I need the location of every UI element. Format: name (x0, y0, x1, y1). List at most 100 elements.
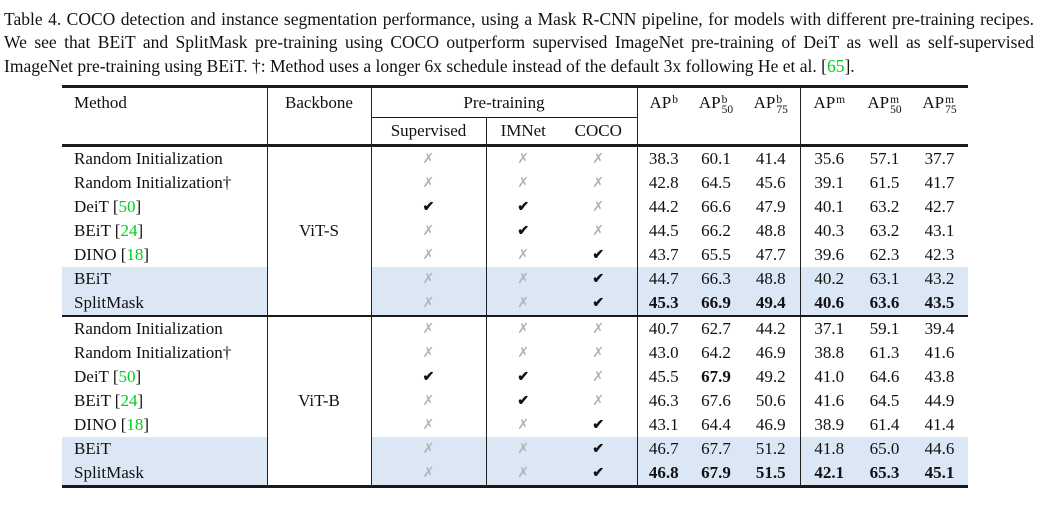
method-cell: BEiT (62, 437, 268, 462)
metric-supsub: b 75 (776, 94, 788, 117)
metric-value: 65.5 (701, 245, 731, 265)
col-header-pretraining: Pre-training (371, 86, 638, 119)
citation-ref[interactable]: 24 (120, 221, 138, 241)
metric-value: 40.6 (814, 293, 845, 313)
metric-value: 46.9 (742, 341, 801, 366)
metric-value: 38.3 (648, 149, 679, 169)
metric-value: 40.3 (814, 221, 845, 241)
metric-value: 60.1 (701, 149, 731, 169)
metric-value: 46.9 (742, 413, 801, 438)
cross-icon: ✗ (371, 291, 487, 317)
metric-value: 43.0 (648, 343, 679, 363)
metric-value: 41.0 (814, 367, 845, 387)
col-header-imnet: IMNet (500, 121, 546, 141)
metric-value: 44.7 (648, 269, 679, 289)
check-icon: ✔ (517, 223, 530, 239)
metric-value: 50.6 (742, 389, 801, 414)
table-row: DINO [18] ✗ ✗ ✔ 43.1 64.4 46.9 38.9 61.4 41.4 (62, 413, 968, 438)
table-row: Random Initialization ViT-S ✗ ✗ ✗ 38.3 60.1 41.… (62, 145, 968, 317)
metric-value: 40.2 (814, 269, 845, 289)
metric-value: 45.1 (924, 463, 955, 483)
metric-value: 43.8 (924, 367, 955, 387)
check-icon: ✔ (560, 413, 638, 438)
cross-icon: ✗ (371, 243, 487, 268)
cross-icon: ✗ (371, 389, 487, 414)
check-icon: ✔ (560, 267, 638, 292)
cross-icon: ✗ (517, 441, 530, 457)
citation-ref[interactable]: 50 (118, 197, 136, 217)
metric-value: 44.2 (742, 316, 801, 342)
cross-icon: ✗ (517, 175, 530, 191)
method-cell: Random Initialization† (62, 341, 268, 366)
backbone-cell: ViT-S (267, 145, 372, 317)
col-header-method: Method (62, 86, 268, 146)
col-header-ap75-mask: AP m 75 (911, 87, 968, 146)
cross-icon: ✗ (560, 219, 638, 244)
metric-value: 39.6 (814, 245, 845, 265)
metric-value: 66.9 (701, 293, 731, 313)
metric-value: 67.6 (701, 391, 731, 411)
cross-icon: ✗ (371, 219, 487, 244)
cross-icon: ✗ (560, 145, 638, 172)
metric-value: 64.5 (869, 391, 900, 411)
metric-value: 41.8 (814, 439, 845, 459)
cross-icon: ✗ (371, 316, 487, 342)
metric-value: 66.3 (701, 269, 731, 289)
cross-icon: ✗ (517, 345, 530, 361)
metric-value: 66.2 (701, 221, 731, 241)
metric-value: 38.8 (814, 343, 845, 363)
metric-value: 37.1 (814, 319, 845, 339)
metric-value: 45.5 (648, 367, 679, 387)
metric-value: 67.7 (701, 439, 731, 459)
metric-value: 67.9 (701, 463, 731, 483)
metric-value: 65.0 (869, 439, 900, 459)
check-icon: ✔ (517, 393, 530, 409)
metric-value: 41.7 (924, 173, 955, 193)
check-icon: ✔ (517, 369, 530, 385)
method-cell: DINO [18] (62, 243, 268, 268)
method-cell: BEiT (62, 267, 268, 292)
metric-value: 67.9 (701, 367, 731, 387)
metric-value: 64.4 (701, 415, 731, 435)
metric-value: 42.1 (814, 463, 845, 483)
citation-ref[interactable]: 18 (126, 415, 144, 435)
metric-value: 48.8 (742, 267, 801, 292)
metric-value: 41.6 (814, 391, 845, 411)
metric-value: 44.2 (648, 197, 679, 217)
table-row: BEiT ✗ ✗ ✔ 46.7 67.7 51.2 41.8 65.0 44.6 (62, 437, 969, 462)
metric-value: 43.2 (924, 269, 955, 289)
cross-icon: ✗ (560, 171, 638, 196)
metric-value: 35.6 (814, 149, 845, 169)
check-icon: ✔ (371, 195, 487, 220)
metric-value: 43.5 (924, 293, 955, 313)
metric-base: AP (649, 93, 672, 113)
cross-icon: ✗ (560, 365, 638, 390)
cross-icon: ✗ (371, 267, 487, 292)
metric-value: 42.3 (924, 245, 955, 265)
citation-ref[interactable]: 65 (826, 55, 845, 76)
metric-supsub: b 50 (721, 94, 734, 117)
citation-ref[interactable]: 18 (126, 245, 144, 265)
method-cell: SplitMask (62, 291, 268, 317)
check-icon: ✔ (560, 243, 638, 268)
check-icon: ✔ (371, 365, 487, 390)
table-row: DINO [18] ✗ ✗ ✔ 43.7 65.5 47.7 39.6 62.3 42.3 (62, 243, 968, 268)
col-header-ap50-box: AP b 50 (690, 87, 742, 146)
col-header-supervised: Supervised (371, 117, 487, 146)
backbone-cell: ViT-B (267, 316, 372, 487)
metric-value: 42.7 (924, 197, 955, 217)
metric-value: 39.1 (814, 173, 845, 193)
metric-base: AP (753, 93, 776, 113)
method-cell: BEiT [24] (62, 219, 268, 244)
metric-supsub: m 50 (890, 94, 902, 117)
method-cell: DeiT [50] (62, 195, 268, 220)
citation-ref[interactable]: 50 (118, 367, 136, 387)
citation-ref[interactable]: 24 (120, 391, 138, 411)
metric-value: 46.7 (648, 439, 679, 459)
col-header-ap50-mask: AP m 50 (858, 87, 911, 146)
table-caption: Table 4. COCO detection and instance seg… (4, 8, 1034, 78)
table-row: BEiT [24] ✗ ✔ ✗ 44.5 66.2 48.8 40.3 63.2 43.1 (62, 219, 968, 244)
table-row: DeiT [50] ✔ ✔ ✗ 45.5 67.9 49.2 41.0 64.6 43.8 (62, 365, 968, 390)
metric-value: 64.6 (869, 367, 900, 387)
table-row: SplitMask ✗ ✗ ✔ 46.8 67.9 51.5 42.1 65.3 45.1 (62, 461, 969, 487)
